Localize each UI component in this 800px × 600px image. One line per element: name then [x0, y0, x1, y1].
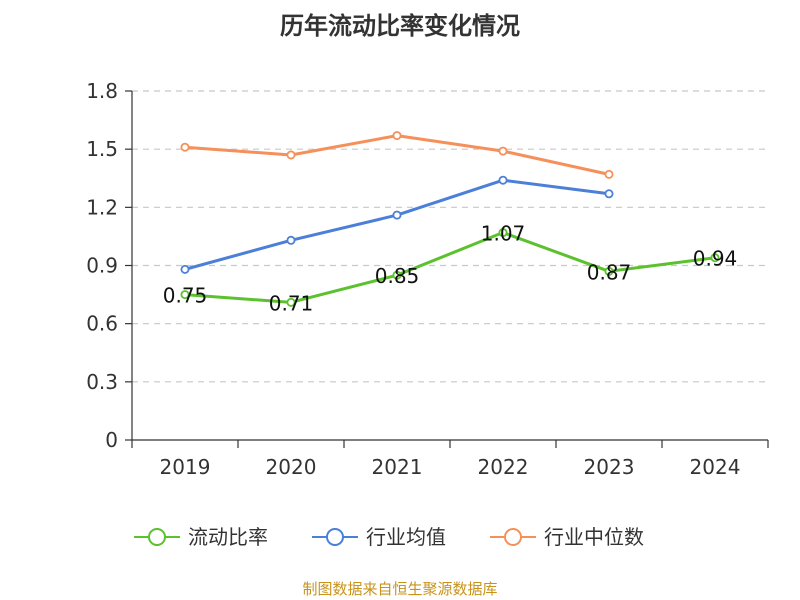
data-point: [392, 210, 402, 220]
data-point: [498, 175, 508, 185]
data-point: [498, 146, 508, 156]
x-tick-label: 2024: [690, 455, 741, 479]
x-tick-label: 2019: [160, 455, 211, 479]
data-point: [498, 228, 508, 238]
data-point: [710, 253, 720, 263]
series-line: [184, 134, 610, 176]
data-label: 0.71: [269, 291, 314, 315]
grid-lines: [132, 90, 768, 383]
data-label: 0.87: [587, 260, 632, 284]
data-label: 0.75: [163, 284, 208, 308]
data-point: [604, 169, 614, 179]
y-tick-label: 0: [105, 428, 118, 452]
x-tick-label: 2020: [266, 455, 317, 479]
y-tick-label: 0.6: [86, 312, 118, 336]
y-tick-label: 0.3: [86, 370, 118, 394]
x-tick-label: 2021: [372, 455, 423, 479]
data-point: [392, 270, 402, 280]
data-point: [180, 290, 190, 300]
legend-label: 行业均值: [366, 525, 446, 549]
data-label: 1.07: [481, 222, 526, 246]
y-tick-label: 1.8: [86, 79, 118, 103]
legend-label: 行业中位数: [544, 525, 644, 549]
series-line: [184, 231, 716, 304]
data-label: 0.94: [693, 247, 738, 271]
data-point: [180, 142, 190, 152]
x-tick-label: 2022: [478, 455, 529, 479]
legend-marker: [326, 528, 344, 546]
series-layer: 0.75 0.71 0.85 1.07 0.87 0.94: [163, 131, 738, 315]
data-point: [392, 131, 402, 141]
y-tick-label: 1.2: [86, 195, 118, 219]
data-point: [604, 189, 614, 199]
source-note: 制图数据来自恒生聚源数据库: [302, 580, 497, 598]
legend: 流动比率 行业均值 行业中位数: [134, 525, 644, 549]
y-tick-label: 0.9: [86, 254, 118, 278]
y-tick-label: 1.5: [86, 137, 118, 161]
legend-marker: [148, 528, 166, 546]
legend-label: 流动比率: [188, 525, 268, 549]
data-label: 0.85: [375, 264, 420, 288]
legend-marker: [504, 528, 522, 546]
data-point: [286, 297, 296, 307]
x-tick-label: 2023: [584, 455, 635, 479]
data-point: [286, 150, 296, 160]
data-point: [286, 235, 296, 245]
data-point: [604, 266, 614, 276]
data-point: [180, 264, 190, 274]
series-line: [184, 178, 610, 271]
chart-title: 历年流动比率变化情况: [280, 12, 520, 40]
axes: 0 0.3 0.6 0.9 1.2 1.5 1.8 2019 2020 2021 2022 2023 2…: [86, 79, 769, 479]
